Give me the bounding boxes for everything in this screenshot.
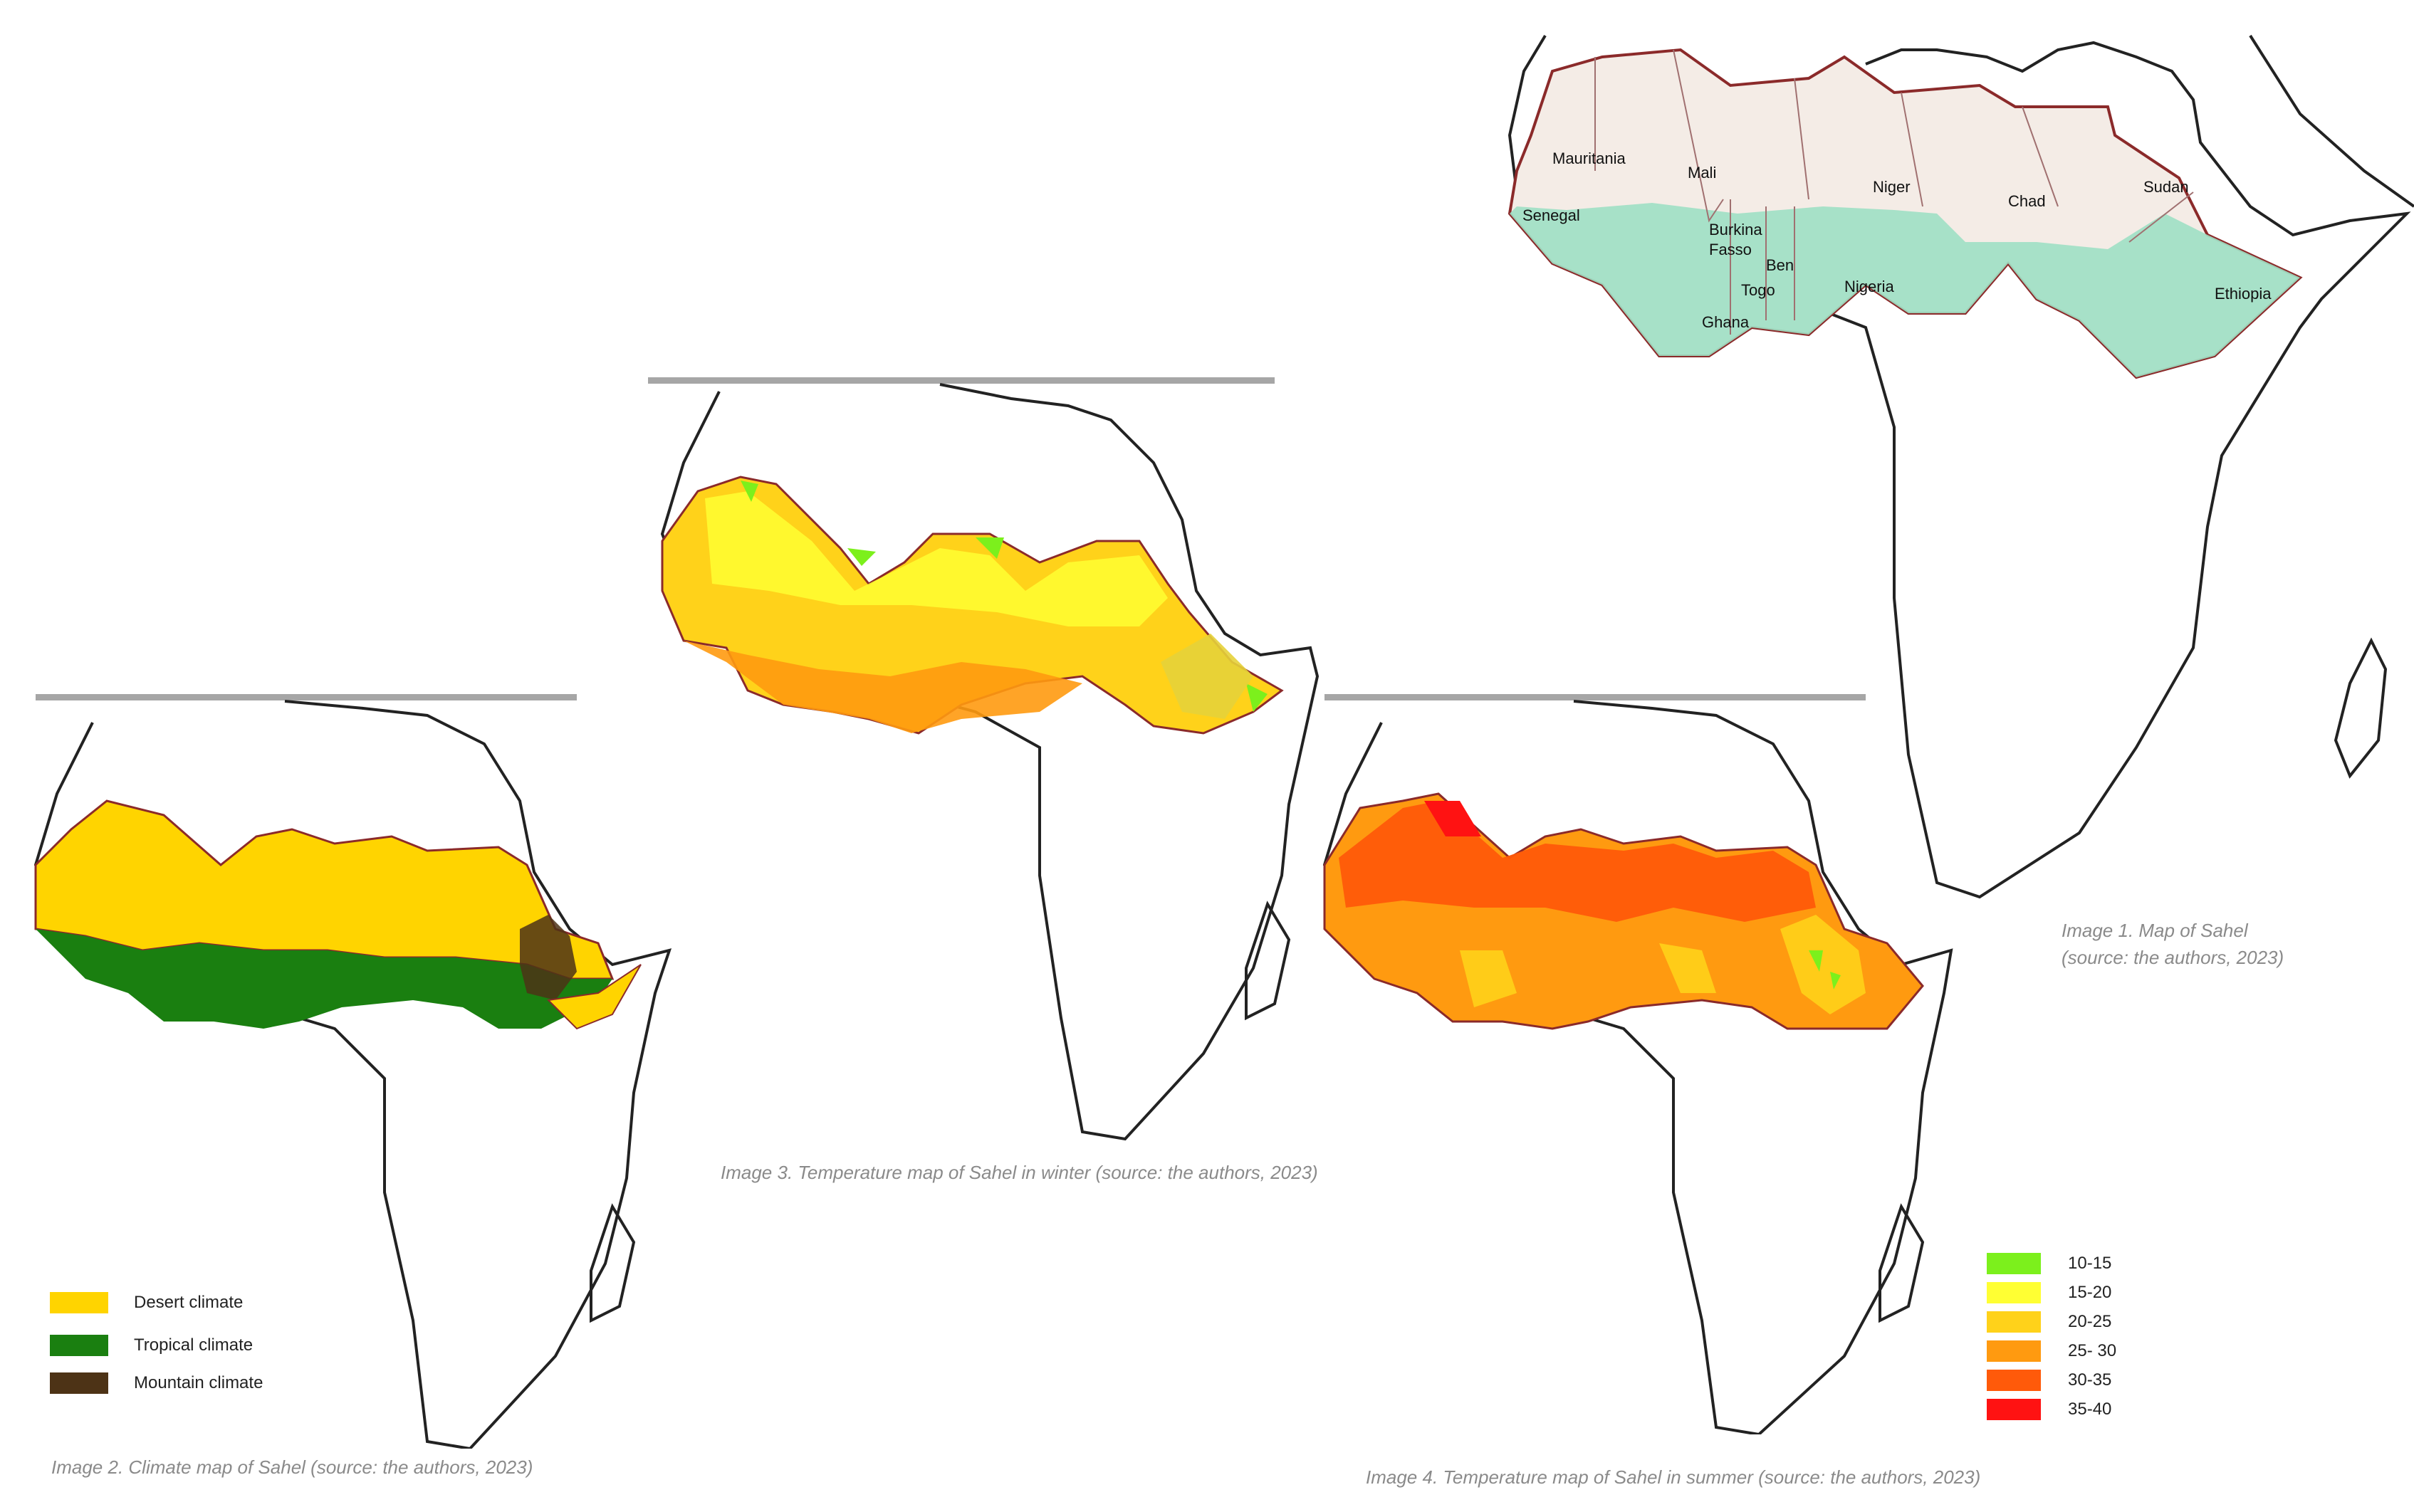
caption-image3: Image 3. Temperature map of Sahel in win… — [721, 1162, 1318, 1183]
label-mauritania: Mauritania — [1552, 149, 1626, 167]
winter-yellow-zone — [705, 491, 1168, 626]
temp-legend-20-25: 20-25 — [1987, 1311, 2111, 1333]
label-sudan: Sudan — [2143, 178, 2189, 196]
madagascar-outline — [2334, 637, 2388, 779]
arabia-outline — [2249, 34, 2414, 208]
map-image1: Mauritania Mali Niger Chad Sudan Senegal… — [1495, 28, 2414, 911]
map-image2 — [28, 694, 684, 1449]
label-chad: Chad — [2008, 192, 2046, 210]
madagascar-outline — [590, 1203, 636, 1323]
map-image3 — [641, 377, 1324, 1146]
legend-label-10-15: 10-15 — [2068, 1254, 2112, 1273]
legend-swatch-35-40 — [1987, 1399, 2041, 1420]
climate-legend-desert: Desert climate — [50, 1292, 243, 1313]
mountain-climate-area — [520, 915, 577, 1000]
temp-legend-35-40: 35-40 — [1987, 1399, 2111, 1420]
temp-legend-15-20: 15-20 — [1987, 1282, 2111, 1303]
green-zone — [1510, 203, 2300, 377]
caption-image4: Image 4. Temperature map of Sahel in sum… — [1366, 1466, 1981, 1488]
climate-legend-mountain: Mountain climate — [50, 1372, 263, 1394]
madagascar-outline — [1879, 1203, 1925, 1323]
label-ethiopia: Ethiopia — [2215, 285, 2272, 303]
summer-hottest-zone — [1424, 801, 1481, 836]
caption-image2: Image 2. Climate map of Sahel (source: t… — [51, 1456, 533, 1478]
label-mali: Mali — [1688, 164, 1716, 182]
legend-label-mountain: Mountain climate — [134, 1373, 263, 1392]
legend-label-15-20: 15-20 — [2068, 1283, 2112, 1302]
label-togo: Togo — [1741, 281, 1775, 299]
legend-label-35-40: 35-40 — [2068, 1400, 2112, 1419]
legend-swatch-30-35 — [1987, 1370, 2041, 1391]
ethiopia-desert — [546, 964, 642, 1030]
label-niger: Niger — [1873, 178, 1911, 196]
summer-mild-zone — [1460, 915, 1866, 1014]
label-fasso: Fasso — [1709, 241, 1752, 258]
legend-swatch-tropical — [50, 1335, 108, 1356]
legend-label-desert: Desert climate — [134, 1293, 244, 1312]
temp-legend-30-35: 30-35 — [1987, 1370, 2111, 1391]
tropical-climate-area — [36, 929, 612, 1029]
label-burkina: Burkina — [1709, 221, 1762, 238]
temp-legend-25-30: 25- 30 — [1987, 1340, 2116, 1362]
legend-label-25-30: 25- 30 — [2068, 1341, 2117, 1360]
map-image4 — [1317, 694, 1958, 1434]
legend-swatch-10-15 — [1987, 1253, 2041, 1274]
legend-swatch-mountain — [50, 1372, 108, 1394]
legend-label-20-25: 20-25 — [2068, 1312, 2112, 1331]
label-benin: Ben — [1766, 256, 1794, 274]
legend-label-tropical: Tropical climate — [134, 1335, 254, 1355]
legend-swatch-20-25 — [1987, 1311, 2041, 1333]
desert-climate-area — [34, 799, 615, 980]
legend-label-30-35: 30-35 — [2068, 1370, 2112, 1390]
temp-legend-10-15: 10-15 — [1987, 1253, 2111, 1274]
legend-swatch-desert — [50, 1292, 108, 1313]
label-senegal: Senegal — [1522, 206, 1580, 224]
label-nigeria: Nigeria — [1844, 278, 1894, 295]
caption-image1-line2: (source: the authors, 2023) — [2062, 947, 2284, 968]
summer-cool-patches — [1809, 950, 1841, 989]
winter-orange-zone — [684, 641, 1082, 733]
climate-legend-tropical: Tropical climate — [50, 1335, 253, 1356]
legend-swatch-25-30 — [1987, 1340, 2041, 1362]
ethiopia-highlands — [1161, 634, 1253, 719]
madagascar-outline — [1245, 901, 1291, 1021]
legend-swatch-15-20 — [1987, 1282, 2041, 1303]
label-ghana: Ghana — [1702, 313, 1750, 331]
caption-image1-line1: Image 1. Map of Sahel — [2062, 920, 2248, 941]
